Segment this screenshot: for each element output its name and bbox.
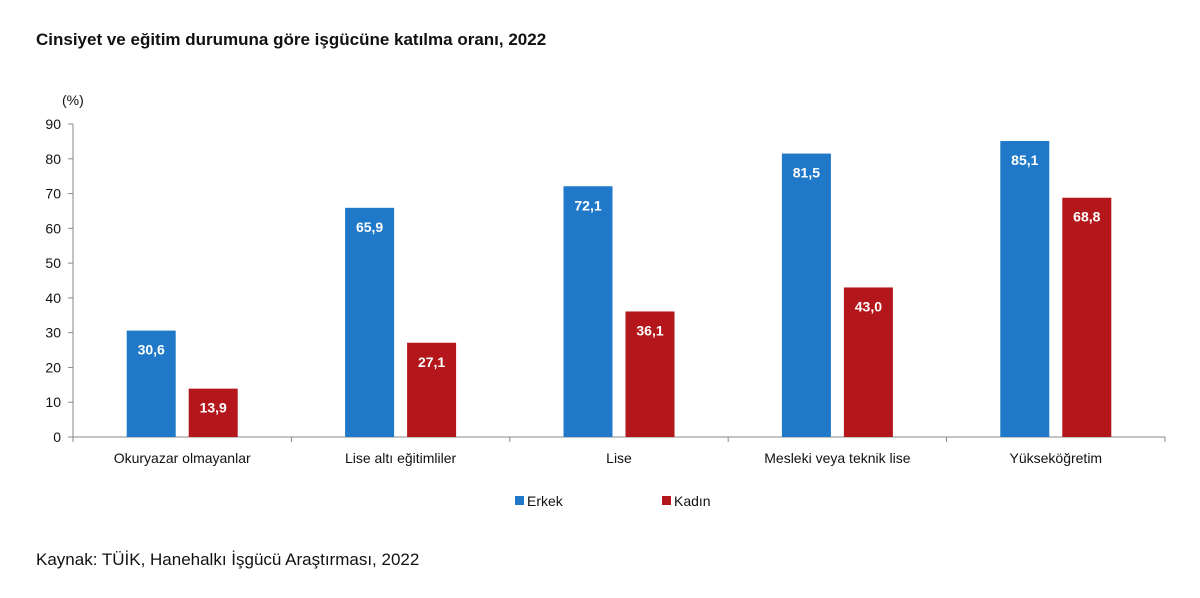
- y-tick-label: 40: [45, 290, 61, 306]
- category-label: Lise altı eğitimliler: [345, 450, 457, 466]
- y-tick-label: 70: [45, 186, 61, 202]
- y-tick-label: 80: [45, 151, 61, 167]
- y-axis-label: (%): [62, 92, 84, 108]
- y-tick-label: 20: [45, 359, 61, 375]
- data-label: 72,1: [574, 197, 601, 213]
- bar-kadın: [1062, 197, 1112, 437]
- legend-label: Erkek: [527, 493, 564, 509]
- category-label: Okuryazar olmayanlar: [114, 450, 251, 466]
- bar-erkek: [126, 330, 176, 437]
- category-label: Lise: [606, 450, 632, 466]
- y-tick-label: 0: [53, 429, 61, 445]
- bar-kadın: [625, 311, 675, 437]
- y-tick-label: 90: [45, 116, 61, 132]
- data-label: 68,8: [1073, 209, 1100, 225]
- y-tick-label: 60: [45, 220, 61, 236]
- legend-swatch: [662, 496, 671, 505]
- bar-erkek: [563, 186, 613, 437]
- data-label: 30,6: [138, 342, 165, 358]
- legend-label: Kadın: [674, 493, 711, 509]
- bar-kadın: [843, 287, 893, 437]
- source-note: Kaynak: TÜİK, Hanehalkı İşgücü Araştırma…: [36, 550, 420, 569]
- bar-kadın: [188, 388, 238, 437]
- y-tick-label: 50: [45, 255, 61, 271]
- y-tick-label: 30: [45, 325, 61, 341]
- data-label: 85,1: [1011, 152, 1038, 168]
- y-tick-label: 10: [45, 394, 61, 410]
- data-label: 36,1: [636, 322, 663, 338]
- legend-swatch: [515, 496, 524, 505]
- data-label: 65,9: [356, 219, 383, 235]
- bar-erkek: [1000, 141, 1050, 437]
- data-label: 13,9: [200, 400, 227, 416]
- bar-erkek: [781, 153, 831, 438]
- data-label: 43,0: [855, 298, 882, 314]
- data-label: 81,5: [793, 165, 820, 181]
- category-label: Mesleki veya teknik lise: [764, 450, 910, 466]
- data-label: 27,1: [418, 354, 445, 370]
- category-label: Yükseköğretim: [1010, 450, 1103, 466]
- bar-kadın: [407, 342, 457, 437]
- bar-erkek: [345, 207, 395, 437]
- chart-title: Cinsiyet ve eğitim durumuna göre işgücün…: [36, 30, 547, 49]
